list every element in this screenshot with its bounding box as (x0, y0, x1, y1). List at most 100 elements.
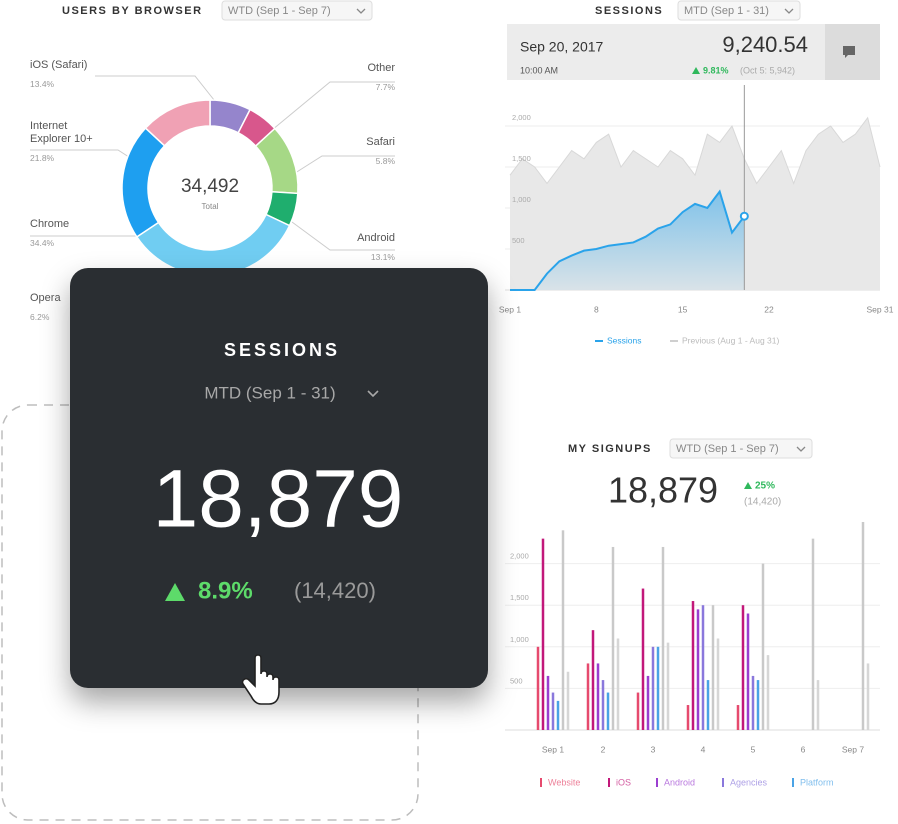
chevron (367, 390, 379, 398)
bar (616, 638, 620, 730)
bar (561, 530, 565, 730)
tooltip-box (507, 24, 825, 80)
x-tick-label: 4 (701, 744, 706, 754)
bar-chart: 500 1,000 1,500 2,000 Sep 1 2 3 4 5 6 Sep 7 Website… (505, 522, 880, 787)
dropdown-label: WTD (Sep 1 - Sep 7) (676, 443, 779, 455)
x-tick-label: 2 (601, 744, 606, 754)
card-change: 8.9% (198, 577, 253, 604)
chevron (796, 446, 806, 452)
donut-label-name: Android (357, 232, 395, 244)
donut-segment (135, 213, 291, 277)
donut-label-name: Internet Explorer 10+ (30, 120, 93, 145)
donut-label: Internet Explorer 10+ 21.8% (30, 120, 102, 165)
card-title: SESSIONS (224, 340, 340, 360)
donut-label-name: Safari (366, 136, 395, 148)
bar (761, 563, 765, 730)
bar (716, 638, 720, 730)
hover-point (739, 211, 749, 221)
x-tick-label: Sep 7 (842, 744, 864, 754)
legend-label: Agencies (730, 777, 768, 787)
donut-label-name: Opera (30, 292, 61, 304)
legend-swatch (722, 778, 724, 787)
x-tick-label: 22 (764, 304, 774, 314)
bar (591, 630, 595, 730)
tooltip-date: Sep 20, 2017 (520, 39, 604, 55)
bar (636, 692, 640, 730)
dropdown[interactable] (669, 438, 813, 459)
up-arrow (165, 583, 185, 601)
dropdown[interactable] (677, 0, 801, 21)
tooltip-compare: (Oct 5: 5,942) (740, 65, 795, 75)
donut-label-value: 13.4% (30, 79, 55, 89)
y-tick-label: 2,000 (512, 113, 531, 122)
series-line (509, 116, 881, 185)
donut-label-value: 5.8% (375, 156, 395, 166)
legend-swatch (608, 778, 610, 787)
bar (666, 642, 670, 730)
bar (556, 700, 560, 730)
bar (586, 663, 590, 730)
bar (661, 546, 665, 730)
bar (536, 646, 540, 730)
donut-total: 34,492 (181, 176, 239, 197)
signups-previous: (14,420) (744, 497, 781, 508)
signups-total: 18,879 (608, 470, 718, 511)
donut-label: Opera 6.2% (30, 292, 61, 324)
bar (756, 680, 760, 730)
legend-label: Sessions (607, 335, 642, 345)
up-arrow (692, 67, 700, 74)
bar (641, 588, 645, 730)
legend-label: Platform (800, 777, 834, 787)
legend-label: Website (548, 777, 580, 787)
y-tick-label: 1,000 (510, 635, 529, 644)
dropdown-label: MTD (Sep 1 - 31) (684, 5, 769, 17)
bar (651, 646, 655, 730)
legend-label: Previous (Aug 1 - Aug 31) (682, 335, 780, 345)
bar (866, 663, 870, 730)
bar (696, 609, 700, 730)
legend-swatch (656, 778, 658, 787)
legend-label: iOS (616, 777, 631, 787)
line-chart: 500 1,000 1,500 2,000 Sep 1 8 15 22 Sep 31 Sessio… (499, 85, 894, 345)
donut-segment (144, 99, 211, 147)
y-tick-label: 500 (510, 676, 523, 685)
legend-label: Android (664, 777, 695, 787)
donut-total-label: Total (202, 202, 219, 211)
chevron (356, 8, 366, 14)
series-area (510, 191, 745, 290)
x-tick-label: 15 (678, 304, 688, 314)
donut-segment (121, 127, 166, 238)
donut-chart (121, 99, 299, 277)
bar (861, 522, 865, 730)
donut-label-value: 21.8% (30, 153, 55, 163)
x-tick-label: Sep 1 (542, 744, 564, 754)
card-period: MTD (Sep 1 - 31) (204, 383, 335, 402)
widget-title: SESSIONS (595, 5, 663, 17)
x-tick-label: 3 (651, 744, 656, 754)
donut-label-name: Other (367, 62, 395, 74)
donut-label: Android 13.1% (357, 232, 395, 264)
donut-label: Chrome 34.4% (30, 218, 69, 250)
bar (611, 546, 615, 730)
bar (606, 692, 610, 730)
x-tick-label: Sep 31 (867, 304, 894, 314)
donut-label-value: 7.7% (375, 82, 395, 92)
cursor-hand (241, 654, 280, 705)
bar (811, 538, 815, 730)
card-previous: (14,420) (294, 578, 376, 603)
dropdown-label: WTD (Sep 1 - Sep 7) (228, 5, 331, 17)
dropdown[interactable] (221, 0, 373, 21)
sessions-card[interactable] (70, 268, 488, 688)
bar (766, 655, 770, 730)
bar (706, 680, 710, 730)
donut-label-name: iOS (Safari) (30, 59, 88, 71)
bar (601, 680, 605, 730)
bar (751, 675, 755, 730)
bar (656, 646, 660, 730)
tooltip-value: 9,240.54 (722, 32, 808, 57)
bar (646, 675, 650, 730)
bar (686, 705, 690, 730)
legend-swatch (792, 778, 794, 787)
x-tick-label: 8 (594, 304, 599, 314)
